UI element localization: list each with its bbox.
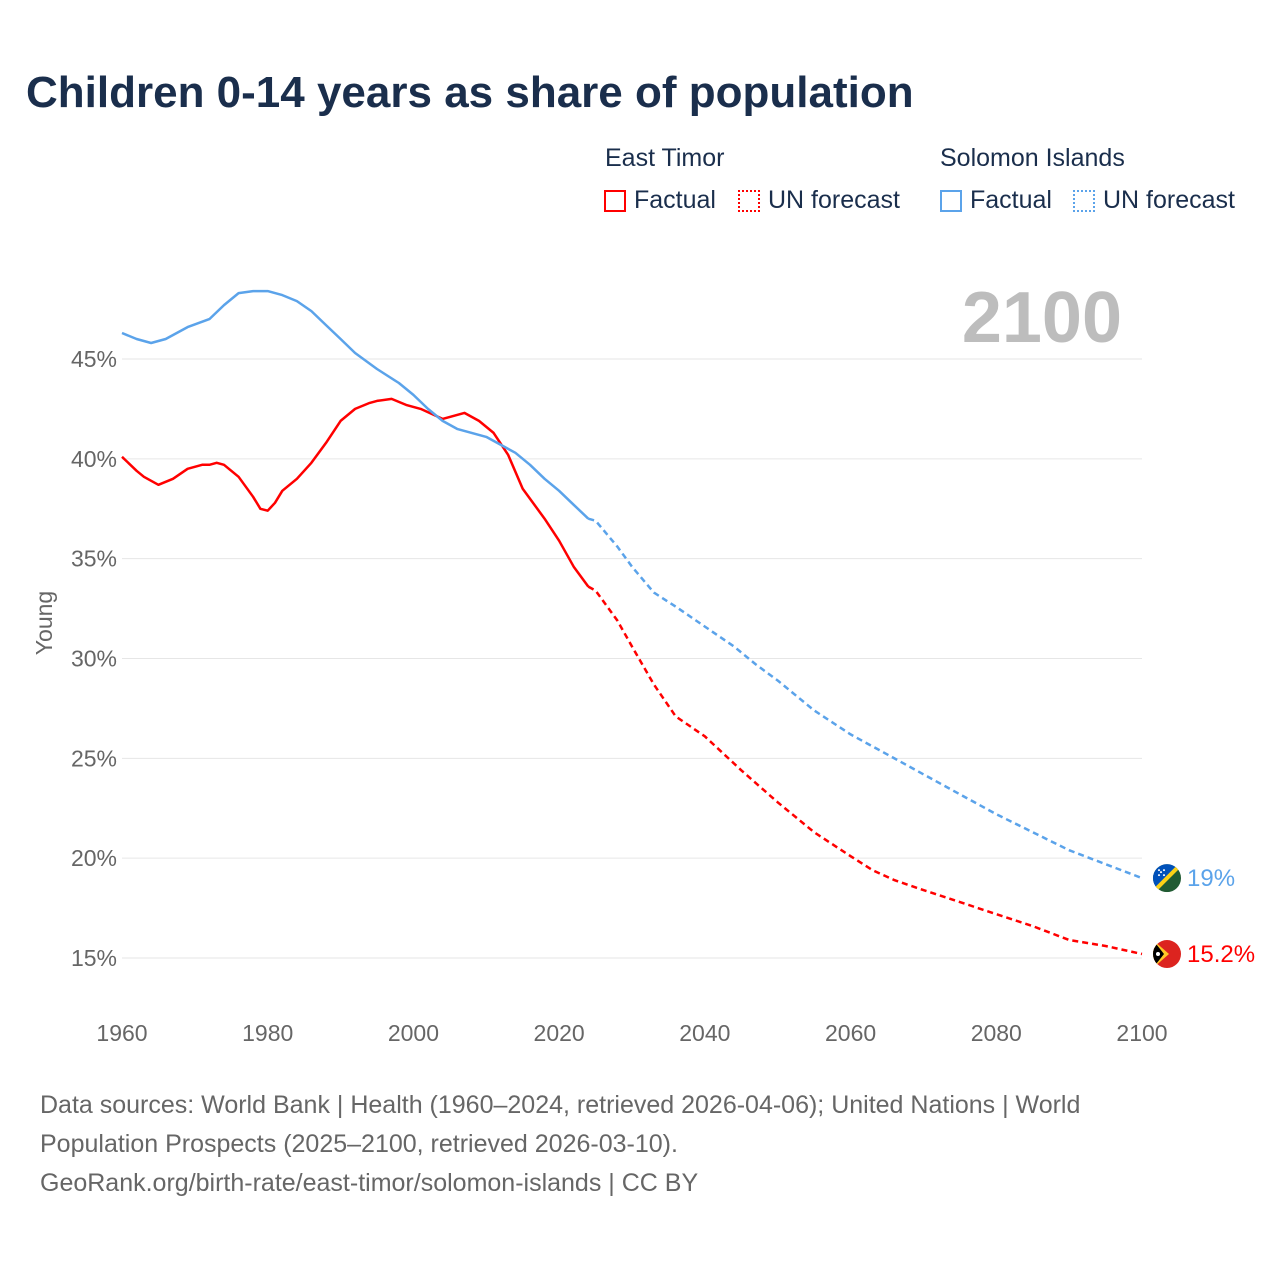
- footer-sources: Data sources: World Bank | Health (1960–…: [40, 1091, 1081, 1119]
- footer-link[interactable]: GeoRank.org/birth-rate/east-timor/solomo…: [40, 1169, 699, 1197]
- series-line-factual: [121, 397, 590, 588]
- legend-solomon-forecast[interactable]: UN forecast: [1073, 186, 1235, 215]
- legend-solomon-factual[interactable]: Factual: [940, 186, 1052, 215]
- legend-swatch-dotted: [1073, 189, 1095, 212]
- y-tick-label: 45%: [71, 346, 117, 372]
- legend-swatch-solid: [604, 189, 626, 212]
- y-tick-label: 30%: [71, 646, 117, 672]
- legend-group-solomon-islands: Solomon Islands: [940, 144, 1125, 172]
- x-tick-label: 1980: [242, 1020, 293, 1046]
- legend-group-east-timor: East Timor: [605, 144, 725, 172]
- x-tick-label: 2080: [971, 1020, 1022, 1046]
- series-line-forecast: [587, 517, 1143, 880]
- y-tick-label: 15%: [71, 945, 117, 971]
- year-watermark: 2100: [962, 278, 1122, 358]
- y-axis-label: Young: [31, 591, 57, 655]
- x-tick-label: 2100: [1116, 1020, 1167, 1046]
- x-tick-label: 2060: [825, 1020, 876, 1046]
- y-tick-label: 25%: [71, 745, 117, 771]
- end-value-label: 19%: [1187, 865, 1235, 892]
- legend-swatch-dotted: [738, 189, 760, 212]
- end-value-label: 15.2%: [1187, 941, 1255, 968]
- x-tick-label: 2000: [388, 1020, 439, 1046]
- legend-label: UN forecast: [1103, 186, 1235, 214]
- legend-swatch-solid: [940, 189, 962, 212]
- x-tick-label: 1960: [96, 1020, 147, 1046]
- x-tick-label: 2020: [534, 1020, 585, 1046]
- footer: Data sources: World Bank | Health (1960–…: [40, 1086, 1240, 1203]
- legend-east-timor-factual[interactable]: Factual: [604, 186, 716, 215]
- legend-label: UN forecast: [768, 186, 900, 214]
- x-tick-label: 2040: [679, 1020, 730, 1046]
- legend-label: Factual: [634, 186, 716, 214]
- y-tick-label: 35%: [71, 546, 117, 572]
- solomon-islands-flag-icon: [1153, 864, 1181, 893]
- chart-title: Children 0-14 years as share of populati…: [26, 68, 914, 117]
- legend-east-timor-forecast[interactable]: UN forecast: [738, 186, 900, 215]
- footer-sources-cont: Population Prospects (2025–2100, retriev…: [40, 1130, 678, 1158]
- legend-label: Factual: [970, 186, 1052, 214]
- series-line-forecast: [587, 585, 1143, 956]
- y-tick-label: 20%: [71, 845, 117, 871]
- y-tick-label: 40%: [71, 446, 117, 472]
- series-line-factual: [121, 289, 590, 520]
- east-timor-flag-icon: [1153, 940, 1181, 969]
